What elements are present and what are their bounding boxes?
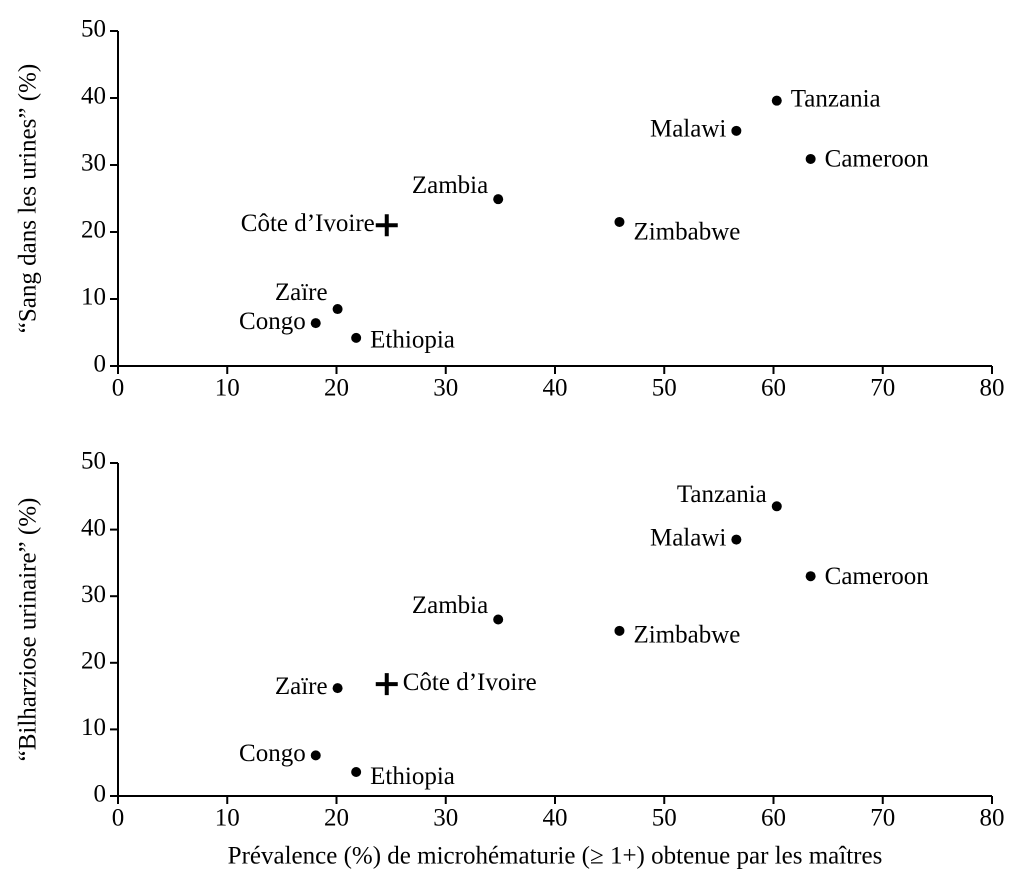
point: [375, 214, 398, 237]
point-label: Malawi: [650, 116, 726, 143]
x-tick-label: 70: [870, 805, 895, 832]
x-tick-label: 40: [543, 375, 568, 402]
x-tick-label: 10: [215, 805, 240, 832]
y-tick-label: 10: [81, 714, 106, 741]
x-tick-label: 10: [215, 375, 240, 402]
x-axis-title: Prévalence (%) de microhématurie (≥ 1+) …: [228, 843, 883, 870]
x-tick-label: 80: [980, 375, 1005, 402]
point-label: Zimbabwe: [633, 622, 740, 649]
y-tick-label: 30: [81, 150, 106, 177]
y-tick-label: 50: [81, 16, 106, 43]
point: [493, 194, 504, 205]
y-tick-label: 0: [94, 781, 107, 808]
point: [351, 767, 362, 778]
point-label: Malawi: [650, 524, 726, 551]
point-label: Zambia: [412, 592, 488, 619]
x-tick-label: 40: [543, 805, 568, 832]
point: [310, 750, 321, 761]
point-label: Cameroon: [825, 146, 930, 173]
y-tick-label: 20: [81, 648, 106, 675]
point: [310, 318, 321, 329]
point: [614, 625, 625, 636]
point: [731, 125, 742, 136]
point: [731, 534, 742, 545]
y-tick-label: 20: [81, 217, 106, 244]
point: [614, 216, 625, 227]
point: [493, 614, 504, 625]
x-tick-label: 20: [324, 375, 349, 402]
point-label: Congo: [239, 308, 306, 335]
point-label: Tanzania: [677, 481, 767, 508]
point: [805, 153, 816, 164]
point: [332, 304, 343, 315]
point-label: Cameroon: [825, 563, 930, 590]
y-axis-title: “Sang dans les urines” (%): [15, 64, 42, 333]
point: [351, 332, 362, 343]
point-label: Zambia: [412, 172, 488, 199]
point-label: Côte d’Ivoire: [241, 210, 375, 237]
point: [375, 673, 398, 696]
x-tick-label: 70: [870, 375, 895, 402]
point-label: Congo: [239, 740, 306, 767]
point: [332, 683, 343, 694]
point-label: Tanzania: [791, 85, 881, 112]
y-tick-label: 40: [81, 514, 106, 541]
point: [771, 501, 782, 512]
point-label: Côte d’Ivoire: [403, 669, 537, 696]
y-tick-label: 30: [81, 581, 106, 608]
x-tick-label: 30: [433, 805, 458, 832]
x-tick-label: 80: [980, 805, 1005, 832]
x-tick-label: 50: [652, 805, 677, 832]
x-tick-label: 0: [112, 375, 125, 402]
y-tick-label: 0: [94, 351, 107, 378]
x-tick-label: 50: [652, 375, 677, 402]
x-tick-label: 60: [761, 375, 786, 402]
point: [771, 95, 782, 106]
point-label: Ethiopia: [370, 763, 455, 790]
point-label: Zaïre: [275, 673, 328, 700]
y-tick-label: 40: [81, 83, 106, 110]
x-tick-label: 30: [433, 375, 458, 402]
y-axis-title: “Bilharziose urinaire” (%): [15, 498, 42, 762]
point-label: Ethiopia: [370, 327, 455, 354]
x-tick-label: 0: [112, 805, 125, 832]
y-tick-label: 50: [81, 448, 106, 475]
x-tick-label: 60: [761, 805, 786, 832]
y-tick-label: 10: [81, 284, 106, 311]
point-label: Zaïre: [275, 279, 328, 306]
x-tick-label: 20: [324, 805, 349, 832]
point-label: Zimbabwe: [633, 219, 740, 246]
point: [805, 571, 816, 582]
